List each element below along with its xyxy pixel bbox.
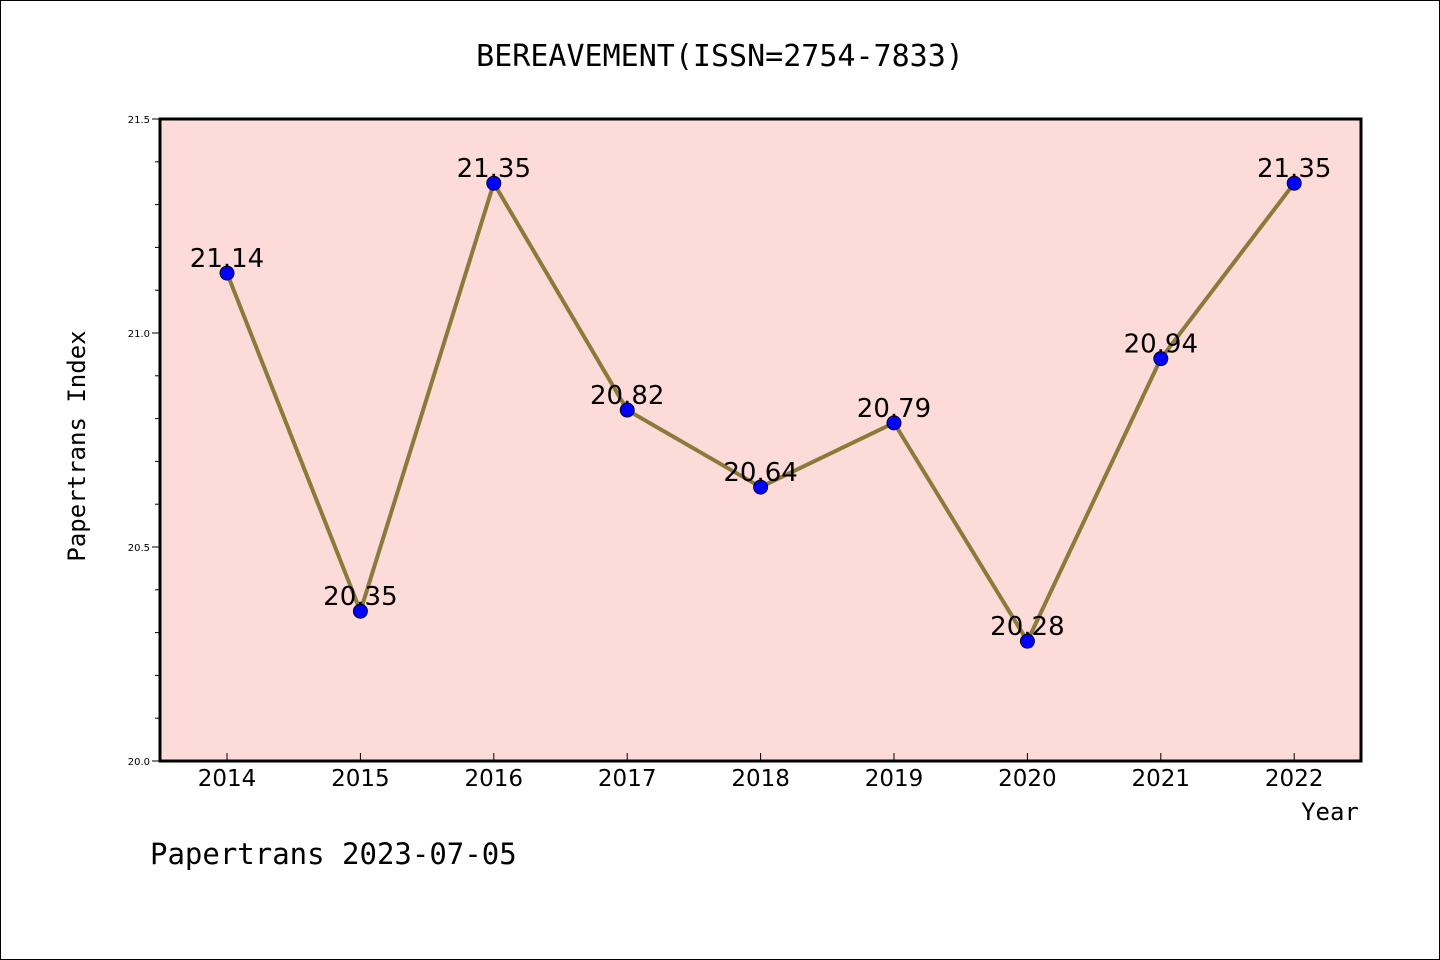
data-label: 20.79 <box>857 394 931 424</box>
data-point <box>619 402 635 418</box>
data-point <box>486 175 502 191</box>
x-tick-label: 2016 <box>465 766 524 792</box>
x-tick-label: 2014 <box>198 766 257 792</box>
x-tick-label: 2015 <box>331 766 390 792</box>
y-axis: 20.0 20.5 21.0 21.5 <box>128 115 160 768</box>
x-tick-label: 2019 <box>865 766 924 792</box>
y-tick-label: 21.0 <box>128 329 150 340</box>
data-point <box>753 479 769 495</box>
data-label: 21.35 <box>1257 154 1331 184</box>
data-label: 20.28 <box>990 612 1064 642</box>
chart-title: BEREAVEMENT(ISSN=2754-7833) <box>476 39 964 74</box>
y-tick-label: 20.5 <box>128 543 150 554</box>
data-labels: 21.14 20.35 21.35 20.82 20.64 20.79 20.28 20.94… <box>190 154 1332 642</box>
x-axis: 2014 2015 2016 2017 2018 2019 2020 2021 2022 <box>198 753 1324 792</box>
x-axis-label: Year <box>1301 798 1359 826</box>
data-point <box>352 603 368 619</box>
x-tick-label: 2018 <box>731 766 790 792</box>
data-point <box>219 265 235 281</box>
x-tick-label: 2021 <box>1132 766 1191 792</box>
plot-border <box>158 117 1363 763</box>
data-point <box>1153 351 1169 367</box>
data-label: 20.64 <box>723 458 797 488</box>
y-axis-label: Papertrans Index <box>63 330 91 561</box>
data-point <box>886 415 902 431</box>
x-tick-label: 2020 <box>998 766 1057 792</box>
x-tick-label: 2017 <box>598 766 657 792</box>
footer-caption: Papertrans 2023-07-05 <box>150 837 517 871</box>
data-label: 21.14 <box>190 244 264 274</box>
x-tick-label: 2022 <box>1265 766 1324 792</box>
data-label: 20.94 <box>1124 330 1198 360</box>
data-label: 20.35 <box>323 582 397 612</box>
data-label: 21.35 <box>457 154 531 184</box>
data-point <box>1019 633 1035 649</box>
y-tick-label: 20.0 <box>128 757 150 768</box>
plot-area <box>160 119 1361 761</box>
y-tick-label: 21.5 <box>128 115 150 126</box>
data-label: 20.82 <box>590 381 664 411</box>
series-markers <box>219 175 1302 649</box>
data-point <box>1286 175 1302 191</box>
